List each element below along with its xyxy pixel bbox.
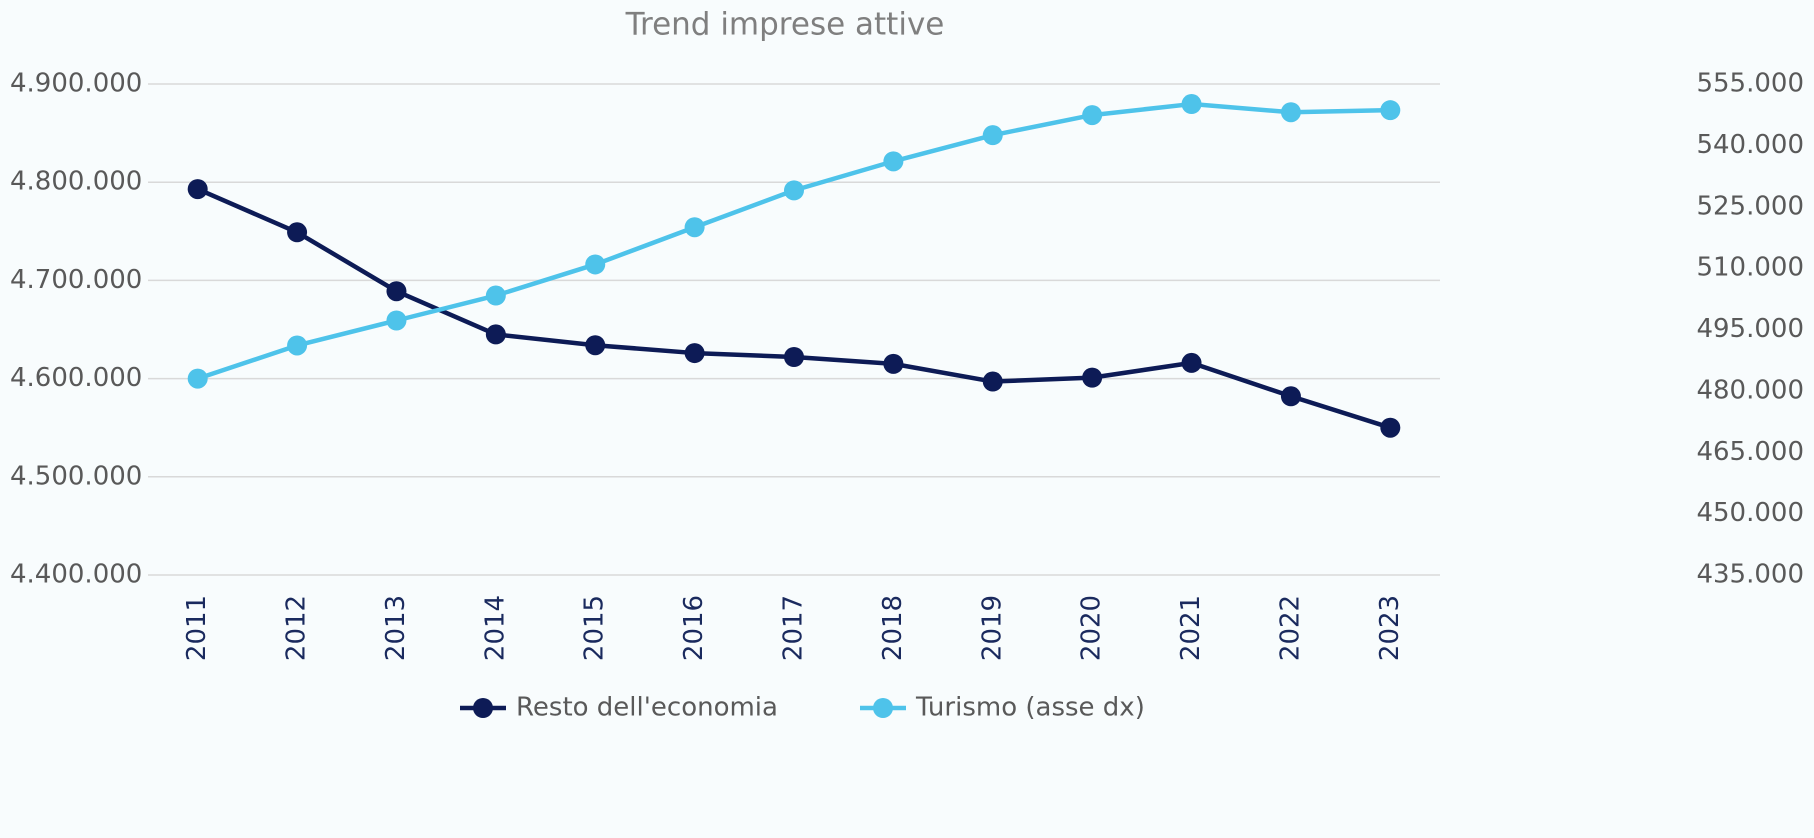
- x-tick-label: 2016: [679, 595, 709, 661]
- chart-title: Trend imprese attive: [625, 7, 945, 43]
- x-tick-label: 2021: [1176, 595, 1206, 661]
- y2-tick-label: 540.000: [1696, 130, 1804, 160]
- y2-tick-label: 480.000: [1696, 375, 1804, 405]
- y2-tick-label: 555.000: [1696, 69, 1804, 99]
- x-tick-label: 2014: [480, 595, 510, 661]
- y-tick-label: 4.400.000: [10, 560, 142, 590]
- point: [287, 222, 308, 243]
- y2-tick-label: 525.000: [1696, 191, 1804, 221]
- point: [485, 324, 506, 345]
- point: [187, 368, 208, 389]
- x-tick-label: 2023: [1375, 595, 1405, 661]
- point: [1380, 417, 1401, 438]
- y2-tick-label: 435.000: [1696, 560, 1804, 590]
- x-tick-label: 2019: [977, 595, 1007, 661]
- y-tick-label: 4.900.000: [10, 69, 142, 99]
- point: [684, 217, 705, 238]
- point: [386, 310, 407, 331]
- point: [982, 125, 1003, 146]
- point: [187, 179, 208, 200]
- y2-tick-label: 510.000: [1696, 253, 1804, 283]
- point: [485, 285, 506, 306]
- x-tick-label: 2022: [1275, 595, 1305, 661]
- point: [784, 180, 804, 201]
- point: [287, 335, 308, 356]
- point: [684, 343, 705, 364]
- point: [386, 281, 407, 302]
- point: [585, 335, 606, 356]
- y-tick-label: 4.600.000: [10, 363, 142, 393]
- x-tick-label: 2013: [381, 595, 411, 661]
- legend-label: Resto dell'economia: [516, 693, 778, 723]
- point: [883, 151, 904, 172]
- y-tick-label: 4.800.000: [10, 167, 142, 197]
- y-tick-label: 4.700.000: [10, 265, 142, 295]
- legend-marker: [473, 698, 493, 718]
- y2-tick-label: 465.000: [1696, 437, 1804, 467]
- y2-tick-label: 450.000: [1696, 498, 1804, 528]
- point: [1280, 102, 1301, 123]
- point: [585, 254, 606, 275]
- x-tick-label: 2015: [580, 595, 610, 661]
- y2-tick-label: 495.000: [1696, 314, 1804, 344]
- point: [1380, 100, 1401, 121]
- point: [1082, 367, 1103, 388]
- point: [1280, 386, 1301, 407]
- x-tick-label: 2020: [1077, 595, 1107, 661]
- point: [982, 371, 1003, 392]
- point: [1181, 94, 1202, 115]
- legend-label: Turismo (asse dx): [915, 693, 1145, 723]
- point: [784, 346, 804, 367]
- x-tick-label: 2011: [182, 595, 212, 661]
- x-tick-label: 2017: [779, 595, 809, 661]
- x-tick-label: 2012: [282, 595, 312, 661]
- legend-marker: [873, 698, 893, 718]
- point: [1181, 352, 1202, 373]
- y-tick-label: 4.500.000: [10, 461, 142, 491]
- point: [883, 353, 904, 374]
- x-tick-label: 2018: [878, 595, 908, 661]
- point: [1082, 105, 1103, 126]
